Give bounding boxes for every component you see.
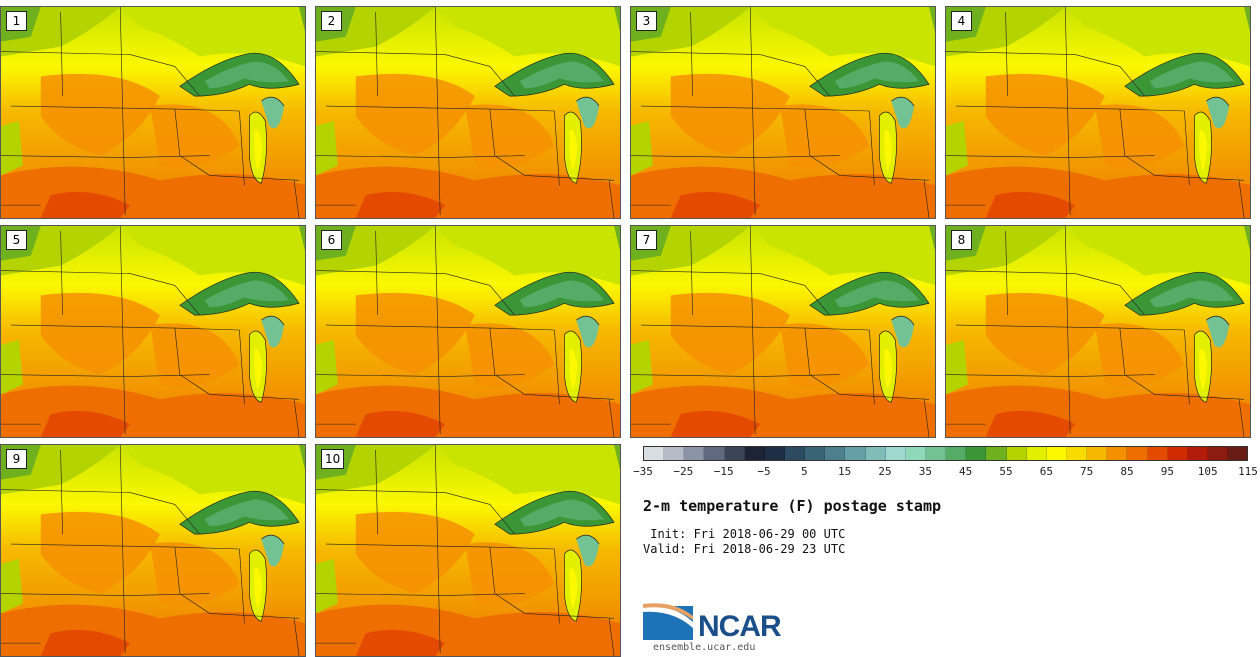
member-panel-8: 8 (945, 225, 1251, 438)
member-panel-4: 4 (945, 6, 1251, 219)
colorbar-tick-labels: −35 −25 −15 −5 5 15 25 35 45 55 65 75 85 95 105 115 (633, 465, 1258, 481)
temperature-colorbar (643, 446, 1248, 461)
colorbar-tick-label: −25 (673, 465, 694, 478)
colorbar-swatch (664, 447, 685, 460)
member-number-label: 8 (951, 230, 972, 250)
colorbar-tick-label: 25 (878, 465, 892, 478)
member-panel-7: 7 (630, 225, 936, 438)
member-panel-1: 1 (0, 6, 306, 219)
colorbar-swatch (644, 447, 665, 460)
member-number-label: 2 (321, 11, 342, 31)
member-panel-5: 5 (0, 225, 306, 438)
colorbar-swatch (1147, 447, 1168, 460)
colorbar-swatch (1107, 447, 1128, 460)
ncar-logo-text: NCAR (698, 610, 782, 643)
colorbar-swatch (925, 447, 947, 460)
temperature-map (316, 7, 620, 218)
colorbar-swatch (1207, 447, 1229, 460)
init-time: Init: Fri 2018-06-29 00 UTC (643, 527, 846, 541)
colorbar-swatch (905, 447, 926, 460)
member-panel-10: 10 (315, 444, 621, 657)
member-panel-2: 2 (315, 6, 621, 219)
member-number-label: 7 (636, 230, 657, 250)
ncar-logo-icon (643, 603, 693, 640)
member-panel-3: 3 (630, 6, 936, 219)
colorbar-tick-label: 5 (801, 465, 808, 478)
temperature-map (1, 445, 305, 656)
colorbar-tick-label: 95 (1160, 465, 1174, 478)
temperature-map (316, 226, 620, 437)
colorbar-tick-label: −15 (713, 465, 734, 478)
colorbar-swatch (784, 447, 806, 460)
colorbar-swatch (865, 447, 886, 460)
colorbar-tick-label: 65 (1039, 465, 1053, 478)
member-number-label: 1 (6, 11, 27, 31)
colorbar-swatch (684, 447, 705, 460)
site-url: ensemble.ucar.edu (653, 642, 756, 653)
temperature-map (1, 7, 305, 218)
member-panel-9: 9 (0, 444, 306, 657)
member-panel-6: 6 (315, 225, 621, 438)
colorbar-swatch (1066, 447, 1088, 460)
colorbar-swatch (1127, 447, 1148, 460)
member-number-label: 4 (951, 11, 972, 31)
colorbar-swatch (845, 447, 866, 460)
colorbar-swatch (704, 447, 725, 460)
colorbar-tick-label: 85 (1120, 465, 1134, 478)
colorbar-tick-label: 115 (1238, 465, 1258, 478)
colorbar-swatch (1006, 447, 1027, 460)
temperature-map (946, 226, 1250, 437)
colorbar-swatch (986, 447, 1007, 460)
temperature-map (946, 7, 1250, 218)
colorbar-swatch (724, 447, 745, 460)
colorbar-tick-label: 105 (1197, 465, 1218, 478)
member-number-label: 9 (6, 449, 27, 469)
member-number-label: 6 (321, 230, 342, 250)
colorbar-swatch (744, 447, 765, 460)
colorbar-swatch (1046, 447, 1067, 460)
colorbar-swatch (764, 447, 785, 460)
temperature-map (631, 7, 935, 218)
product-title: 2-m temperature (F) postage stamp (643, 497, 942, 515)
colorbar-tick-label: 55 (999, 465, 1013, 478)
valid-time: Valid: Fri 2018-06-29 23 UTC (643, 542, 846, 556)
colorbar-swatch (1026, 447, 1047, 460)
temperature-map (1, 226, 305, 437)
colorbar-swatch (1167, 447, 1188, 460)
colorbar-tick-label: −35 (633, 465, 653, 478)
colorbar-swatch (825, 447, 846, 460)
colorbar-swatch (1228, 447, 1248, 460)
colorbar-tick-label: −5 (757, 465, 771, 478)
colorbar-tick-label: 75 (1080, 465, 1094, 478)
member-number-label: 10 (321, 449, 345, 469)
colorbar-swatch (1087, 447, 1108, 460)
temperature-map (316, 445, 620, 656)
temperature-map (631, 226, 935, 437)
colorbar-swatch (1187, 447, 1208, 460)
colorbar-swatch (805, 447, 826, 460)
colorbar-swatch (946, 447, 967, 460)
colorbar-tick-label: 45 (959, 465, 973, 478)
member-number-label: 3 (636, 11, 657, 31)
colorbar-tick-label: 35 (918, 465, 932, 478)
colorbar-swatch (885, 447, 906, 460)
colorbar-swatch (966, 447, 987, 460)
colorbar-tick-label: 15 (838, 465, 852, 478)
member-number-label: 5 (6, 230, 27, 250)
